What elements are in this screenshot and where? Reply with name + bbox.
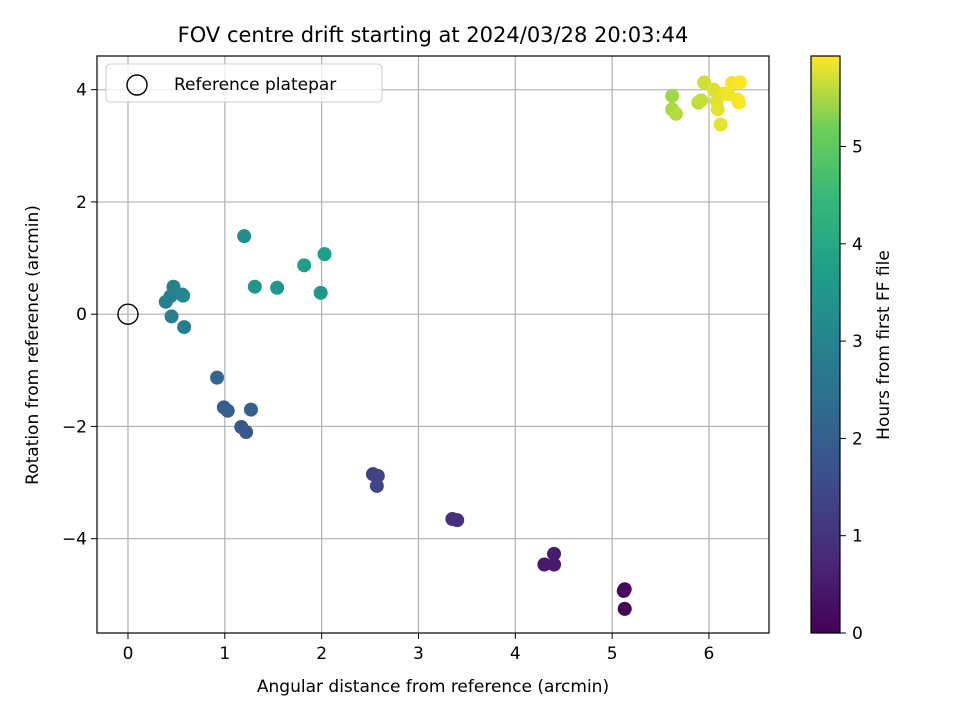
legend-box: [105, 63, 383, 103]
data-point: [177, 320, 192, 335]
reference-point: [117, 303, 139, 325]
grid-lines: [97, 56, 769, 633]
y-axis-label: Rotation from reference (arcmin): [23, 205, 43, 485]
data-point: [694, 93, 709, 108]
data-point: [713, 117, 728, 132]
data-point: [164, 309, 179, 324]
y-tick-label: 2: [76, 193, 87, 213]
legend: Reference platepar: [105, 63, 383, 103]
y-tick-label: −2: [62, 417, 87, 437]
reference-marker: [117, 303, 139, 325]
data-points: [158, 75, 747, 616]
y-tick-label: 0: [76, 305, 87, 325]
data-point: [617, 582, 632, 597]
data-point: [665, 88, 680, 103]
colorbar-tick-label: 0: [852, 624, 863, 644]
colorbar: 0 1 2 3 4 5 Hours from first FF file: [810, 55, 894, 644]
colorbar-label: Hours from first FF file: [874, 250, 894, 440]
data-point: [369, 478, 384, 493]
x-tick-label: 4: [510, 644, 521, 664]
colorbar-gradient: [810, 55, 841, 634]
data-point: [243, 402, 258, 417]
data-point: [669, 106, 684, 121]
data-point: [239, 425, 254, 440]
data-point: [547, 546, 562, 561]
data-point: [450, 513, 465, 528]
colorbar-ticks: 0 1 2 3 4 5: [840, 137, 863, 644]
x-tick-label: 5: [607, 644, 618, 664]
data-point: [706, 82, 721, 97]
data-point: [220, 403, 235, 418]
colorbar-tick-label: 3: [852, 332, 863, 352]
data-point: [210, 370, 225, 385]
data-point: [697, 75, 712, 90]
y-axis-ticks: −4 −2 0 2 4: [62, 81, 97, 550]
legend-marker-icon: [126, 74, 148, 96]
colorbar-tick-label: 2: [852, 429, 863, 449]
x-tick-label: 2: [316, 644, 327, 664]
y-tick-label: 4: [76, 81, 87, 101]
x-axis-ticks: 0 1 2 3 4 5 6: [123, 633, 715, 664]
data-point: [313, 285, 328, 300]
colorbar-tick-label: 5: [852, 137, 863, 157]
x-tick-label: 6: [704, 644, 715, 664]
data-point: [297, 258, 312, 273]
data-point: [547, 557, 562, 572]
data-point: [237, 229, 252, 244]
data-point: [370, 468, 385, 483]
x-tick-label: 1: [219, 644, 230, 664]
data-point: [247, 279, 262, 294]
x-tick-label: 3: [413, 644, 424, 664]
data-point: [176, 288, 191, 303]
data-point: [317, 247, 332, 262]
data-point: [537, 557, 552, 572]
data-point: [270, 280, 285, 295]
data-point: [710, 102, 725, 117]
plot-frame: [96, 55, 770, 634]
data-point: [731, 95, 746, 110]
x-axis-label: Angular distance from reference (arcmin): [257, 677, 609, 697]
y-tick-label: −4: [62, 530, 87, 550]
x-tick-label: 0: [123, 644, 134, 664]
data-point: [617, 601, 632, 616]
legend-entry-label: Reference platepar: [174, 75, 336, 95]
colorbar-tick-label: 4: [852, 235, 863, 255]
data-point: [732, 75, 747, 90]
chart-title: FOV centre drift starting at 2024/03/28 …: [178, 23, 689, 47]
colorbar-tick-label: 1: [852, 527, 863, 547]
